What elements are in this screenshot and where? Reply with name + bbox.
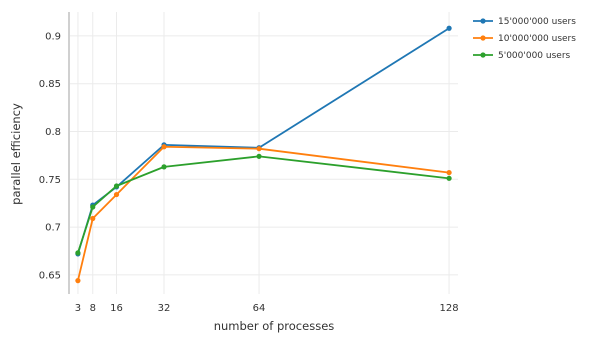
legend-label: 15'000'000 users xyxy=(498,17,576,27)
data-point xyxy=(161,144,167,150)
legend-marker xyxy=(480,35,486,41)
data-point xyxy=(113,191,120,198)
y-tick-label: 0.9 xyxy=(45,31,61,42)
x-tick-label: 3 xyxy=(75,303,81,314)
y-tick-label: 0.75 xyxy=(39,175,61,186)
x-tick-label: 16 xyxy=(110,303,123,314)
x-tick-label: 8 xyxy=(90,303,96,314)
data-point xyxy=(446,175,452,181)
data-point xyxy=(256,153,262,159)
legend-item: 10'000'000 users xyxy=(473,34,576,44)
y-tick-labels: 0.65 0.7 0.75 0.8 0.85 0.9 xyxy=(39,31,61,281)
y-tick-label: 0.85 xyxy=(39,79,61,90)
legend: 15'000'000 users 10'000'000 users 5'000'00… xyxy=(473,17,576,61)
data-point xyxy=(90,204,96,210)
x-tick-label: 32 xyxy=(158,303,171,314)
x-tick-label: 64 xyxy=(253,303,266,314)
data-point xyxy=(256,146,262,152)
y-tick-label: 0.7 xyxy=(45,223,61,234)
x-axis-title: number of processes xyxy=(214,319,335,333)
series-3 xyxy=(75,153,452,256)
data-point xyxy=(75,250,81,256)
y-tick-label: 0.65 xyxy=(39,270,61,281)
data-point xyxy=(113,183,120,189)
legend-label: 10'000'000 users xyxy=(498,34,576,44)
series-1 xyxy=(75,25,452,257)
legend-marker xyxy=(480,52,486,58)
legend-marker xyxy=(480,18,486,24)
x-tick-labels: 3 8 16 32 64 128 xyxy=(75,303,459,314)
data-point xyxy=(446,169,452,176)
series-2 xyxy=(75,144,452,284)
series-layer xyxy=(75,25,452,284)
grid-layer xyxy=(69,12,458,294)
series-line xyxy=(77,155,450,254)
legend-item: 5'000'000 users xyxy=(473,51,571,61)
data-point xyxy=(75,278,81,284)
series-line xyxy=(77,27,450,255)
data-point xyxy=(161,164,167,170)
y-tick-label: 0.8 xyxy=(45,127,61,138)
data-point xyxy=(90,215,96,222)
legend-item: 15'000'000 users xyxy=(473,17,576,27)
series-line xyxy=(77,145,450,281)
y-axis-title: parallel efficiency xyxy=(9,103,23,205)
x-tick-label: 128 xyxy=(440,303,459,314)
data-point xyxy=(446,25,452,31)
legend-label: 5'000'000 users xyxy=(498,51,571,61)
